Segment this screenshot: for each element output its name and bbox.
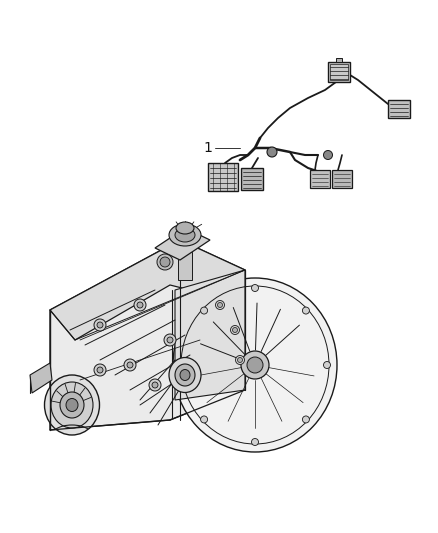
Ellipse shape xyxy=(230,326,240,335)
Ellipse shape xyxy=(149,379,161,391)
Ellipse shape xyxy=(66,399,78,411)
Ellipse shape xyxy=(97,322,103,328)
Ellipse shape xyxy=(201,307,208,314)
Ellipse shape xyxy=(134,299,146,311)
Ellipse shape xyxy=(152,382,158,388)
Ellipse shape xyxy=(215,301,225,310)
Ellipse shape xyxy=(157,254,173,270)
Polygon shape xyxy=(178,252,192,280)
Polygon shape xyxy=(155,228,210,260)
Ellipse shape xyxy=(233,327,237,333)
Ellipse shape xyxy=(180,369,190,381)
Ellipse shape xyxy=(175,228,195,242)
Polygon shape xyxy=(336,58,342,62)
Ellipse shape xyxy=(60,392,84,418)
Ellipse shape xyxy=(169,358,201,392)
Ellipse shape xyxy=(137,302,143,308)
Ellipse shape xyxy=(267,147,277,157)
Polygon shape xyxy=(175,270,245,400)
Ellipse shape xyxy=(176,222,194,234)
Ellipse shape xyxy=(251,439,258,446)
Polygon shape xyxy=(388,100,410,118)
Ellipse shape xyxy=(167,337,173,343)
Polygon shape xyxy=(332,170,352,188)
Ellipse shape xyxy=(169,224,201,246)
Ellipse shape xyxy=(180,361,187,368)
Ellipse shape xyxy=(324,150,332,159)
Ellipse shape xyxy=(302,416,309,423)
Ellipse shape xyxy=(236,356,244,365)
Polygon shape xyxy=(30,363,52,393)
Ellipse shape xyxy=(94,319,106,331)
Polygon shape xyxy=(241,168,263,190)
Ellipse shape xyxy=(45,375,99,435)
Ellipse shape xyxy=(241,351,269,379)
Ellipse shape xyxy=(247,357,263,373)
Polygon shape xyxy=(50,240,245,430)
Polygon shape xyxy=(50,240,245,340)
Ellipse shape xyxy=(175,364,195,386)
Ellipse shape xyxy=(251,285,258,292)
Ellipse shape xyxy=(324,361,331,368)
Ellipse shape xyxy=(164,334,176,346)
Ellipse shape xyxy=(218,303,223,308)
Ellipse shape xyxy=(124,359,136,371)
Ellipse shape xyxy=(97,367,103,373)
Ellipse shape xyxy=(302,307,309,314)
Polygon shape xyxy=(328,62,350,82)
Ellipse shape xyxy=(237,358,243,362)
Ellipse shape xyxy=(201,416,208,423)
Ellipse shape xyxy=(160,257,170,267)
Polygon shape xyxy=(208,163,238,191)
Ellipse shape xyxy=(51,382,93,428)
Ellipse shape xyxy=(173,278,337,452)
Polygon shape xyxy=(310,170,330,188)
Ellipse shape xyxy=(127,362,133,368)
Text: 1: 1 xyxy=(204,141,212,155)
Ellipse shape xyxy=(94,364,106,376)
